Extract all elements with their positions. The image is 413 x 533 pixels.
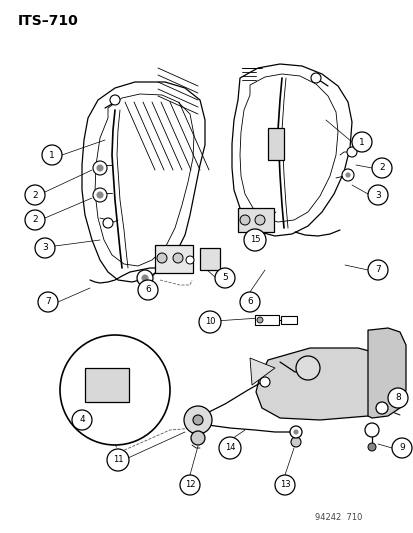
Text: 13: 13 (279, 481, 290, 489)
Circle shape (371, 158, 391, 178)
Circle shape (387, 388, 407, 408)
Text: 6: 6 (145, 286, 150, 295)
Circle shape (218, 437, 240, 459)
Circle shape (190, 431, 204, 445)
Polygon shape (367, 328, 405, 418)
Circle shape (259, 377, 269, 387)
Circle shape (97, 192, 103, 198)
Circle shape (25, 185, 45, 205)
Bar (280, 316, 296, 324)
Circle shape (256, 317, 262, 323)
Circle shape (103, 218, 113, 228)
Circle shape (42, 145, 62, 165)
Circle shape (375, 402, 387, 414)
Circle shape (341, 169, 353, 181)
Circle shape (173, 253, 183, 263)
Circle shape (274, 475, 294, 495)
Circle shape (345, 173, 349, 177)
Circle shape (157, 253, 166, 263)
Circle shape (138, 280, 158, 300)
Text: 7: 7 (45, 297, 51, 306)
Circle shape (367, 260, 387, 280)
Circle shape (243, 229, 266, 251)
Text: 1: 1 (49, 150, 55, 159)
Circle shape (25, 210, 45, 230)
Circle shape (137, 270, 153, 286)
Bar (267, 128, 283, 160)
Text: 4: 4 (79, 416, 85, 424)
Text: 5: 5 (222, 273, 227, 282)
Text: 9: 9 (398, 443, 404, 453)
Text: 3: 3 (374, 190, 380, 199)
Circle shape (110, 95, 120, 105)
Text: 6: 6 (247, 297, 252, 306)
Text: 2: 2 (32, 190, 38, 199)
Circle shape (364, 423, 378, 437)
Circle shape (293, 430, 297, 434)
Bar (154, 245, 192, 273)
Circle shape (192, 415, 202, 425)
Text: 3: 3 (42, 244, 48, 253)
Text: 8: 8 (394, 393, 400, 402)
Circle shape (60, 335, 170, 445)
Text: 10: 10 (204, 318, 215, 327)
Polygon shape (255, 348, 397, 420)
Circle shape (183, 406, 211, 434)
Text: 15: 15 (249, 236, 260, 245)
Text: ITS–710: ITS–710 (18, 14, 78, 28)
Circle shape (254, 215, 264, 225)
Text: 12: 12 (184, 481, 195, 489)
Circle shape (38, 292, 58, 312)
Text: 2: 2 (378, 164, 384, 173)
Text: 11: 11 (112, 456, 123, 464)
Circle shape (185, 256, 194, 264)
Text: 14: 14 (224, 443, 235, 453)
Circle shape (199, 311, 221, 333)
Circle shape (310, 73, 320, 83)
Circle shape (97, 165, 103, 171)
Circle shape (35, 238, 55, 258)
Circle shape (72, 410, 92, 430)
Text: 2: 2 (32, 215, 38, 224)
Circle shape (142, 275, 147, 281)
Circle shape (107, 449, 129, 471)
Bar (254, 315, 278, 325)
Text: 7: 7 (374, 265, 380, 274)
Circle shape (93, 161, 107, 175)
Bar (85, 368, 129, 402)
Circle shape (240, 292, 259, 312)
Circle shape (351, 132, 371, 152)
Text: 94242  710: 94242 710 (314, 513, 361, 522)
Circle shape (346, 147, 356, 157)
Circle shape (367, 443, 375, 451)
Circle shape (240, 215, 249, 225)
Bar (199, 248, 219, 270)
Circle shape (391, 438, 411, 458)
Text: 1: 1 (358, 138, 364, 147)
Circle shape (367, 185, 387, 205)
Polygon shape (249, 358, 274, 385)
Circle shape (214, 268, 235, 288)
Bar (237, 208, 273, 232)
Circle shape (93, 188, 107, 202)
Circle shape (289, 426, 301, 438)
Circle shape (290, 437, 300, 447)
Circle shape (295, 356, 319, 380)
Circle shape (180, 475, 199, 495)
